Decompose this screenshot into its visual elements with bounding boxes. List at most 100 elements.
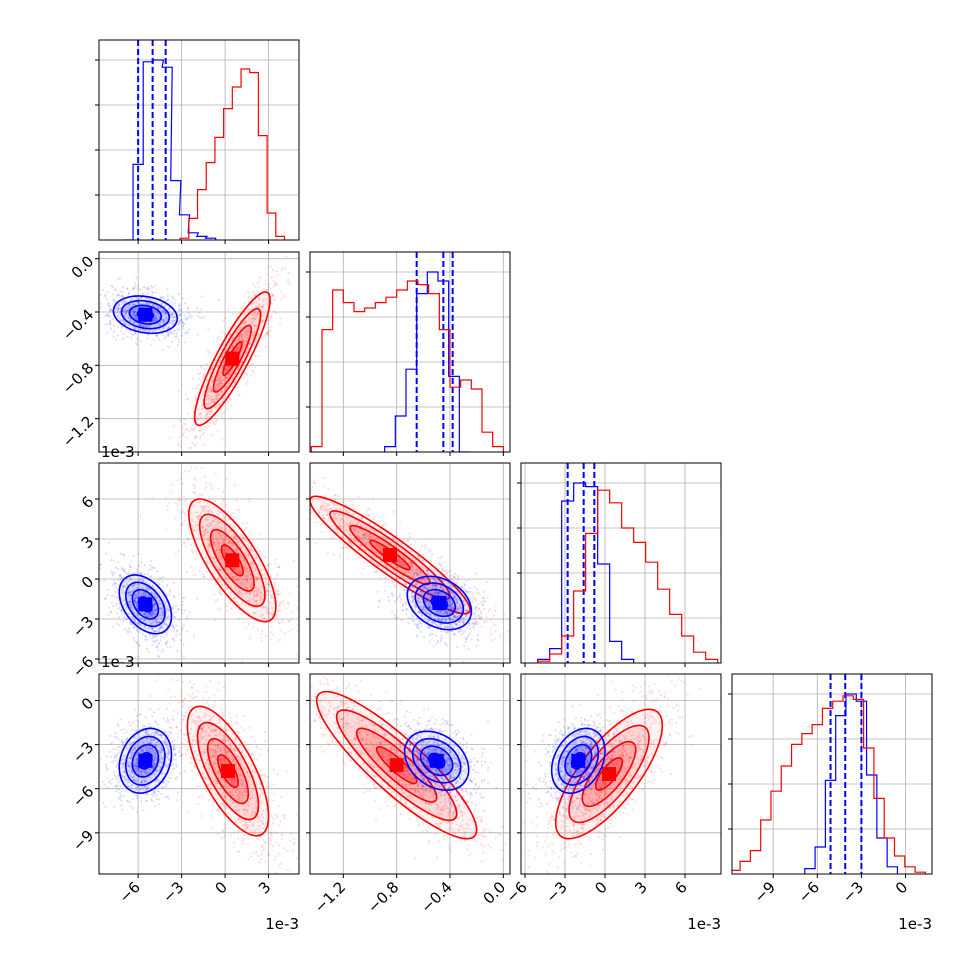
scatter-point [119,576,122,579]
scatter-point [219,526,222,529]
scatter-point [251,302,254,305]
hist-panel-1-frame [309,251,511,453]
scatter-point [248,592,251,595]
scatter-point [183,332,186,335]
scatter-point [210,410,213,413]
scatter-point [152,613,155,616]
scatter-point [217,568,220,571]
y-tick-label: 0.0 [68,252,98,282]
scatter-point [155,305,158,308]
scatter-point [313,482,317,485]
scatter-point [303,634,305,636]
scatter-point [284,267,287,270]
scatter-point [296,585,299,588]
scatter-point [408,582,411,585]
scatter-point [253,293,256,297]
scatter-point [119,319,122,322]
scatter-point [125,606,128,609]
scatter-point [373,555,376,558]
scatter-point [270,626,273,629]
scatter-point [139,572,142,575]
scatter-point [96,306,98,308]
scatter-point [154,609,157,612]
scatter-point [139,324,142,327]
scatter-point [257,310,260,313]
scatter-point [129,306,132,309]
scatter-point [126,306,129,309]
scatter-point [168,311,171,314]
scatter-point [259,615,262,618]
scatter-point [165,327,168,330]
scatter-point [132,327,136,330]
scatter-point [206,390,209,393]
scatter-point [136,604,139,608]
scatter-point [308,629,310,631]
scatter-point [330,520,333,524]
scatter-point [117,307,120,310]
scatter-point [151,286,154,289]
scatter-point [279,495,281,497]
scatter-point [153,609,156,612]
scatter-point [243,620,246,624]
scatter-point [212,378,215,381]
scatter-point [176,504,180,507]
scatter-point [129,318,132,322]
scatter-point [119,290,122,293]
scatter-point [139,324,142,327]
scatter-point [228,373,231,376]
scatter-point [134,285,137,288]
scatter-point [182,655,185,659]
scatter-point [126,335,129,338]
scatter-point [204,518,207,521]
scatter-point [265,288,268,291]
scatter-point [252,562,255,565]
scatter-point [146,325,149,329]
scatter-point [207,388,210,391]
scatter-point [255,589,258,592]
scatter-point [382,516,385,519]
scatter-point [109,309,112,313]
scatter-point [128,563,131,566]
scatter-point [208,544,211,547]
scatter-point [227,541,231,544]
scatter-point [162,327,165,330]
scatter-point [430,595,433,598]
scatter-point [154,316,157,319]
scatter-point [204,528,207,531]
scatter-point [136,601,139,604]
scatter-point [231,376,234,379]
scatter-point [384,522,388,525]
scatter-point [149,564,152,567]
scatter-point [161,610,164,613]
scatter-point [126,316,129,319]
scatter-point [115,596,118,599]
scatter-point [252,334,255,337]
scatter-point [261,573,264,577]
scatter-point [464,588,467,591]
scatter-point [259,598,262,602]
scatter-point [171,295,174,298]
scatter-point [216,598,219,601]
scatter-point [156,620,159,623]
scatter-point [335,528,338,531]
scatter-point [147,569,150,572]
scatter-point [247,599,250,602]
scatter-point [202,431,206,434]
scatter-point [322,517,326,520]
scatter-point [124,580,127,583]
scatter-point [145,301,149,305]
scatter-point [421,591,424,595]
scatter-point [123,604,126,607]
scatter-point [336,504,339,507]
scatter-point [445,612,448,615]
scatter-point [227,580,230,584]
scatter-point [153,604,156,607]
scatter-point [259,328,262,331]
scatter-point [444,631,448,634]
scatter-point [126,287,129,290]
scatter-point [266,273,269,276]
scatter-point [153,319,156,322]
scatter-point [248,530,251,533]
scatter-point [111,285,114,288]
scatter-point [243,559,246,562]
